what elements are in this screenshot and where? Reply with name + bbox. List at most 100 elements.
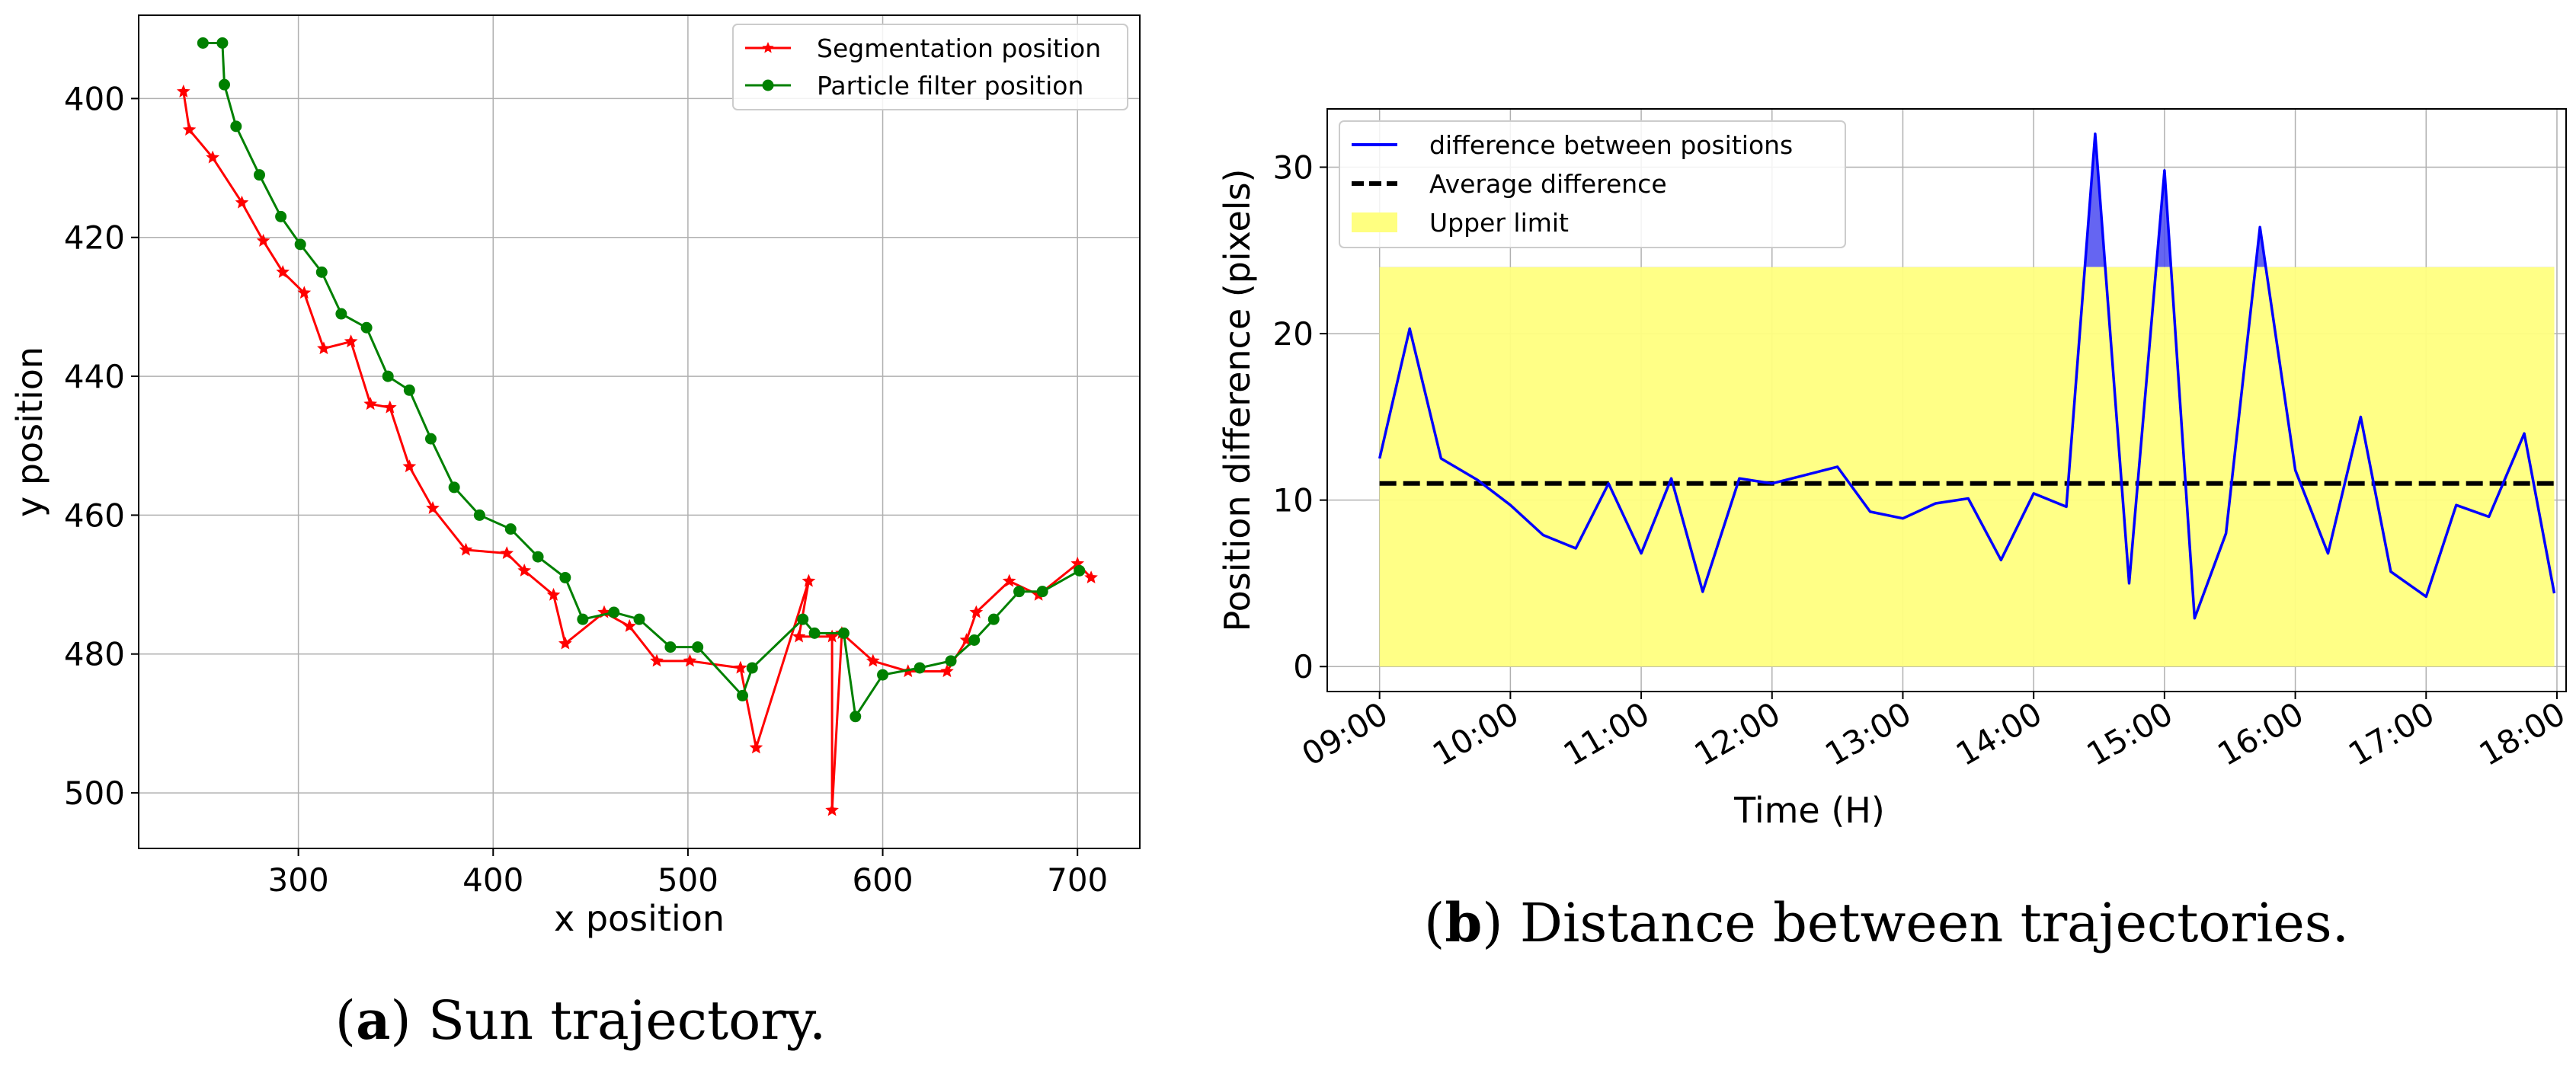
y-tick-label: 420 <box>64 219 125 257</box>
x-tick-label: 17:00 <box>2342 695 2440 773</box>
chart-a-xlabel: x position <box>554 898 725 939</box>
x-tick-label: 18:00 <box>2473 695 2571 773</box>
segmentation-point <box>1084 570 1098 583</box>
particle-point <box>736 689 748 701</box>
particle-point <box>877 669 889 681</box>
legend-segmentation-label: Segmentation position <box>817 34 1101 63</box>
particle-point <box>448 481 460 494</box>
segmentation-point <box>276 264 290 278</box>
segmentation-point <box>344 334 358 348</box>
segmentation-point <box>402 459 417 473</box>
y-tick-label: 500 <box>64 775 125 812</box>
segmentation-point <box>866 653 880 667</box>
x-tick-label: 16:00 <box>2211 695 2309 773</box>
particle-point <box>504 523 517 535</box>
particle-point <box>1013 586 1026 598</box>
segmentation-point <box>382 400 397 414</box>
particle-point <box>945 655 957 667</box>
chart-a-caption: (a) Sun trajectory. <box>335 989 827 1052</box>
x-tick-label: 10:00 <box>1426 695 1525 773</box>
chart-b-caption-letter: b <box>1445 891 1482 954</box>
y-tick-label: 20 <box>1273 315 1314 353</box>
chart-b-xlabel: Time (H) <box>1733 790 1885 831</box>
y-tick-label: 0 <box>1293 648 1314 685</box>
chart-b-legend: difference between positions Average diff… <box>1339 120 1846 248</box>
segmentation-point <box>363 397 378 411</box>
segmentation-point <box>940 664 954 678</box>
chart-b-series <box>1378 133 2556 620</box>
segmentation-point <box>176 84 190 97</box>
x-tick-label: 13:00 <box>1819 695 1917 773</box>
segmentation-point <box>317 341 331 355</box>
x-tick-label: 15:00 <box>2081 695 2179 773</box>
chart-a-caption-close: ) <box>390 989 428 1052</box>
legend-average-label: Average difference <box>1429 169 1667 199</box>
segmentation-point <box>1002 573 1016 587</box>
particle-point <box>577 613 589 625</box>
legend-difference-label: difference between positions <box>1429 130 1793 160</box>
segmentation-point <box>792 629 806 643</box>
particle-point <box>315 266 328 278</box>
segmentation-point <box>802 573 816 587</box>
chart-b-caption-open: ( <box>1424 892 1445 954</box>
x-tick-label: 500 <box>658 861 718 899</box>
chart-a-grid <box>139 15 1140 848</box>
particle-point <box>218 78 230 91</box>
chart-a-caption-text: Sun trajectory. <box>428 989 826 1052</box>
particle-point <box>230 120 242 133</box>
particle-point <box>1074 564 1086 577</box>
legend-particle-marker <box>762 79 774 91</box>
chart-b-ylabel: Position difference (pixels) <box>1217 169 1258 632</box>
particle-point <box>797 613 809 625</box>
particle-point <box>808 627 821 639</box>
particle-point <box>968 634 981 646</box>
y-tick-label: 400 <box>64 80 125 117</box>
x-tick-label: 600 <box>852 861 913 899</box>
particle-point <box>382 370 394 382</box>
y-tick-label: 10 <box>1273 482 1314 519</box>
particle-point <box>850 711 862 723</box>
chart-b-caption-text: Distance between trajectories. <box>1520 892 2349 954</box>
segmentation-point <box>683 653 697 667</box>
segmentation-point <box>546 587 561 601</box>
particle-point <box>633 613 645 625</box>
particle-point <box>216 37 229 49</box>
legend-limit-label: Upper limit <box>1429 208 1569 238</box>
x-tick-label: 09:00 <box>1295 695 1394 773</box>
y-tick-label: 460 <box>64 497 125 534</box>
segmentation-point <box>235 195 249 209</box>
y-tick-label: 480 <box>64 636 125 673</box>
chart-a-caption-letter: a <box>356 989 390 1052</box>
chart-b-caption: (b) Distance between trajectories. <box>1424 891 2349 954</box>
particle-point <box>253 169 265 181</box>
chart-b-caption-close: ) <box>1482 892 1520 954</box>
chart-a-ticks: 300 400 500 600 700 400 420 440 460 480 500 <box>64 80 1108 899</box>
segmentation-point <box>256 233 270 247</box>
particle-point <box>837 627 850 639</box>
y-tick-label: 30 <box>1273 149 1314 187</box>
difference-line <box>1378 133 2556 620</box>
legend-limit-swatch <box>1352 212 1397 232</box>
x-tick-label: 12:00 <box>1688 695 1786 773</box>
particle-point <box>424 433 437 445</box>
x-tick-label: 11:00 <box>1557 695 1656 773</box>
particle-point <box>1036 586 1048 598</box>
chart-a-caption-open: ( <box>335 989 356 1052</box>
particle-point <box>746 662 758 674</box>
particle-point <box>275 210 287 222</box>
segmentation-point <box>517 563 532 577</box>
legend-particle-label: Particle filter position <box>817 71 1083 101</box>
segmentation-point <box>558 636 572 650</box>
segmentation-point <box>182 123 197 136</box>
segmentation-point <box>825 803 839 816</box>
segmentation-point <box>825 629 839 643</box>
segmentation-point <box>459 542 473 556</box>
segmentation-point <box>650 653 664 667</box>
x-tick-label: 400 <box>462 861 523 899</box>
chart-a-ylabel: y position <box>9 347 50 517</box>
x-tick-label: 700 <box>1047 861 1108 899</box>
particle-point <box>403 384 415 396</box>
chart-a-legend: Segmentation position Particle filter pos… <box>732 24 1128 110</box>
chart-a-series <box>176 37 1098 816</box>
